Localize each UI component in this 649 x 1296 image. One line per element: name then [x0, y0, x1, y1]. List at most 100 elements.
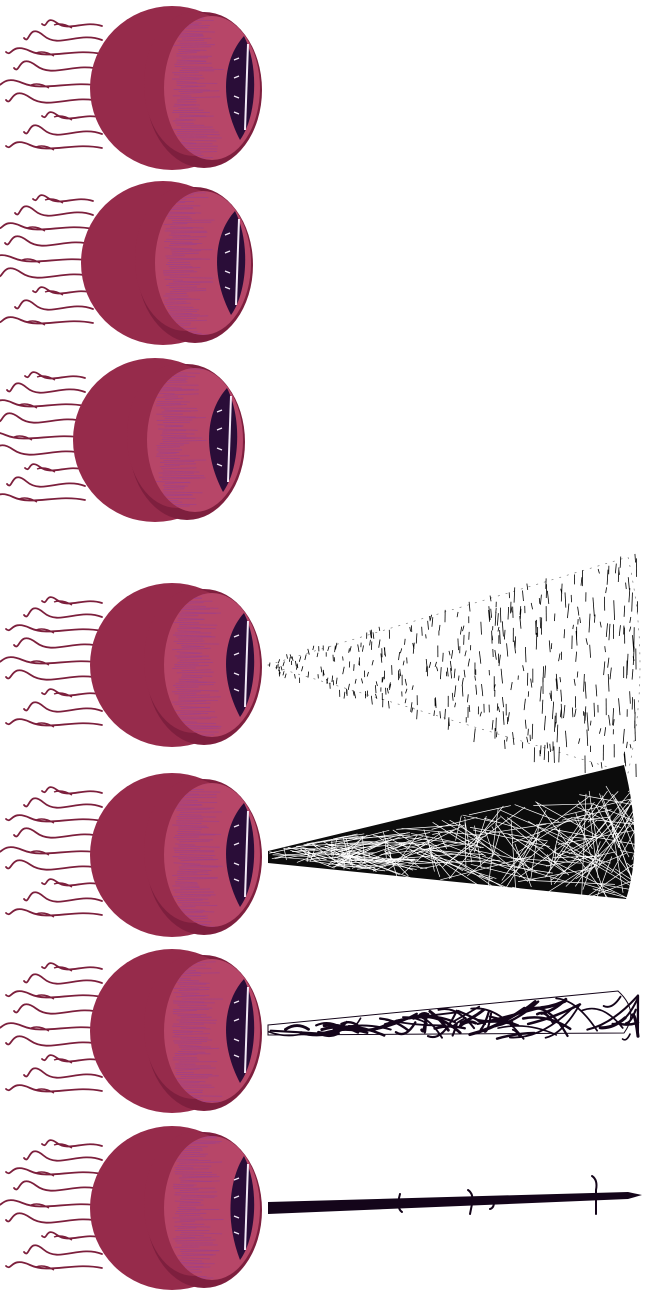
iris-vein	[178, 1259, 203, 1262]
iris-vein	[176, 1159, 211, 1162]
tendril	[5, 624, 103, 633]
beam-stroke	[354, 678, 357, 684]
beam-stroke	[564, 592, 567, 608]
beam-stroke	[444, 708, 446, 720]
iris-vein	[169, 286, 197, 289]
beam-mesh-line	[581, 793, 587, 896]
iris-vein	[174, 74, 203, 76]
tendril	[23, 607, 103, 619]
beam-stroke	[439, 711, 441, 719]
tendril	[13, 827, 103, 839]
iris-vein	[176, 713, 201, 716]
iris-vein	[180, 859, 219, 862]
beam-stroke	[431, 617, 434, 627]
beam-stroke	[459, 626, 463, 635]
beam-stroke	[343, 691, 346, 699]
beam-stroke	[366, 671, 369, 677]
beam-mesh-line	[396, 824, 462, 830]
beam-mesh-line	[577, 800, 636, 883]
iris-vein	[162, 439, 207, 442]
tendril-branch	[35, 912, 55, 918]
beam-mesh-line	[599, 793, 639, 895]
sprite-frame-idle-look-forward	[0, 6, 262, 170]
beam-stroke	[369, 639, 371, 646]
iris-vein	[174, 851, 215, 853]
beam-stroke	[488, 609, 490, 622]
beam-stroke	[342, 666, 345, 675]
beam-stroke	[490, 608, 492, 618]
beam-stroke	[538, 598, 541, 604]
iris-vein	[176, 1068, 200, 1071]
beam-mesh-line	[506, 817, 568, 862]
beam-stroke	[631, 592, 633, 612]
beam-mesh-line	[611, 790, 639, 838]
beam-lance	[268, 1192, 642, 1214]
beam-stroke	[389, 683, 392, 690]
iris-vein	[180, 1016, 212, 1019]
iris-vein	[175, 834, 216, 836]
iris-vein	[167, 308, 200, 311]
iris-vein	[181, 910, 215, 913]
beam-tangle-line	[586, 994, 640, 1031]
beam-stroke	[500, 668, 503, 684]
beam-sparse-hatch	[266, 553, 641, 779]
beam-stroke	[574, 708, 577, 717]
iris-vein	[161, 410, 198, 413]
iris-vein	[179, 1006, 213, 1009]
beam-stroke	[427, 620, 429, 630]
beam-tangle-line	[544, 1003, 581, 1039]
beam-mesh-line	[384, 840, 387, 859]
beam-stroke	[618, 625, 621, 636]
beam-stroke	[612, 719, 615, 726]
beam-stroke	[629, 626, 632, 632]
beam-stroke	[612, 708, 614, 726]
beam-stroke	[498, 654, 501, 667]
beam-tangle-line	[450, 1017, 467, 1028]
beam-mesh-line	[402, 846, 433, 875]
iris-vein	[180, 706, 210, 709]
beam-stroke	[559, 676, 562, 683]
beam-mesh-line	[385, 845, 399, 851]
tendril	[5, 1084, 103, 1093]
beam-tangle-line	[511, 1028, 521, 1038]
sprite-frame-beam-charge-mesh	[0, 765, 639, 937]
beam-stroke	[548, 640, 551, 653]
tendril	[6, 476, 86, 488]
iris-vein	[173, 862, 201, 865]
pupil-tick	[233, 1000, 240, 1004]
pupil-tick	[233, 878, 240, 882]
iris-vein	[180, 1047, 220, 1050]
beam-mesh-line	[398, 844, 482, 859]
iris-vein	[173, 888, 211, 891]
beam-stroke	[584, 706, 587, 721]
pupil-highlight	[244, 986, 249, 1074]
iris-vein	[175, 1191, 218, 1194]
iris-vein	[175, 686, 199, 688]
beam-stroke	[606, 569, 609, 585]
beam-stroke	[362, 645, 364, 652]
beam-stroke	[546, 590, 550, 604]
iris-vein	[180, 96, 221, 99]
iris-vein	[163, 223, 188, 226]
beam-stroke	[404, 638, 406, 645]
iris-vein	[178, 678, 199, 681]
iris-vein	[173, 104, 196, 107]
iris-vein	[172, 119, 193, 122]
iris-vein	[174, 1220, 195, 1223]
tendril	[24, 371, 86, 380]
beam-stroke	[544, 715, 546, 731]
beam-stroke	[481, 684, 484, 697]
beam-stroke	[594, 614, 596, 623]
beam-mesh-line	[487, 808, 499, 886]
beam-mesh-line	[368, 856, 424, 863]
beam-stroke	[410, 702, 413, 712]
beam-stroke	[627, 577, 630, 590]
beam-mesh-line	[474, 816, 487, 853]
tendril	[41, 1054, 103, 1063]
iris-vein	[164, 211, 202, 214]
beam-stroke	[475, 684, 478, 695]
beam-mesh-line	[357, 861, 414, 870]
beam-stroke	[298, 656, 302, 662]
iris-vein	[178, 988, 210, 991]
iris-vein	[173, 992, 200, 994]
